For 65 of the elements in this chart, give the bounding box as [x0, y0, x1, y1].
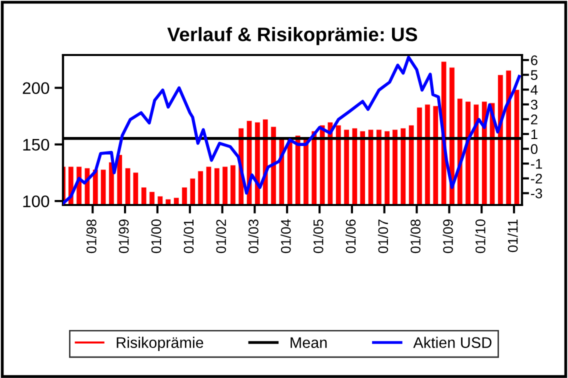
x-tick-label: 01/02	[216, 220, 226, 254]
bar	[432, 106, 439, 205]
bar	[408, 124, 414, 205]
bar	[270, 126, 276, 205]
bar	[360, 130, 366, 205]
y-tick-label: 150	[23, 138, 50, 151]
y2-tick-label: 4	[530, 85, 538, 95]
bar	[400, 128, 406, 205]
bar	[157, 196, 164, 205]
bar	[344, 129, 350, 205]
y-tick-label: 100	[23, 195, 50, 208]
x-tick-label: 01/09	[442, 220, 453, 254]
bar	[214, 168, 220, 205]
chart-title: Verlauf & Risikoprämie: US	[167, 27, 418, 46]
bar	[416, 107, 422, 205]
bar	[182, 187, 188, 205]
x-tick-label: 01/06	[345, 219, 356, 254]
bar	[392, 129, 398, 205]
y2-tick-label: -2	[530, 174, 542, 184]
bar	[149, 191, 155, 205]
bar	[352, 128, 358, 205]
x-tick-label: 01/98	[86, 219, 96, 254]
y2-tick-label: 3	[530, 100, 538, 110]
bar	[100, 169, 106, 205]
x-tick-label: 01/04	[280, 219, 291, 254]
bar	[173, 197, 180, 205]
bar	[206, 166, 212, 205]
bar	[514, 89, 520, 205]
y2-tick-label: 1	[531, 129, 538, 140]
bar	[190, 178, 196, 205]
legend-label: Risikoprämie	[116, 336, 204, 352]
y2-tick-label: 5	[530, 70, 538, 80]
bar	[424, 104, 430, 205]
y2-tick-label: 0	[530, 144, 538, 154]
bar	[230, 164, 236, 205]
bar	[473, 104, 480, 205]
bar	[384, 130, 390, 205]
y2-tick-label: 6	[531, 55, 538, 66]
x-tick-label: 01/00	[150, 219, 162, 254]
x-tick-label: 01/99	[118, 220, 129, 254]
x-tick-label: 01/03	[248, 219, 258, 254]
bar	[506, 70, 512, 205]
legend-label: Mean	[290, 337, 327, 348]
x-tick-label: 01/05	[313, 219, 324, 254]
y2-tick-label: -3	[530, 188, 542, 198]
bar	[222, 166, 228, 205]
legend-label: Aktien USD	[413, 336, 492, 348]
bar	[376, 129, 382, 205]
x-tick-label: 01/01	[183, 220, 194, 254]
bar	[198, 170, 204, 205]
bar	[368, 129, 374, 205]
bar	[108, 162, 114, 205]
x-tick-label: 01/07	[378, 220, 388, 254]
x-tick-label: 01/11	[508, 220, 518, 252]
bar	[311, 130, 318, 205]
bar	[336, 124, 342, 205]
x-tick-label: 01/10	[475, 219, 486, 254]
y2-tick-label: 2	[531, 114, 538, 124]
bar	[116, 154, 122, 205]
y-tick-label: 200	[22, 82, 50, 94]
y2-tick-label: -1	[530, 159, 542, 169]
bar	[140, 187, 147, 205]
bar	[465, 101, 471, 205]
bar	[498, 74, 504, 205]
x-tick-label: 01/08	[410, 219, 420, 254]
